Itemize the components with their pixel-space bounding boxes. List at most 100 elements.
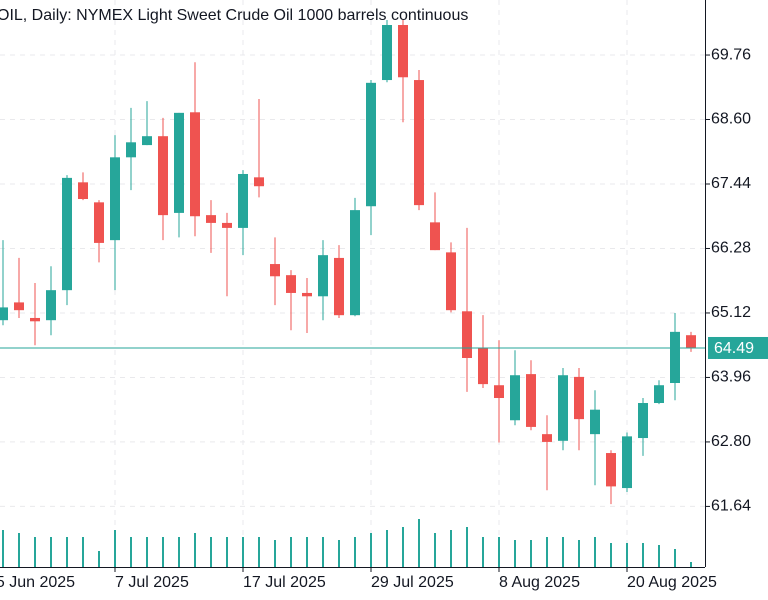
volume-bar [2, 530, 4, 567]
volume-bar [514, 540, 516, 567]
volume-bar [562, 537, 564, 567]
volume-bar [466, 527, 468, 567]
candle-body [238, 173, 248, 228]
y-tick-label: 65.12 [711, 304, 751, 321]
candle-body [110, 157, 120, 241]
chart-title: OIL, Daily: NYMEX Light Sweet Crude Oil … [0, 7, 468, 24]
candle-body [542, 434, 552, 442]
y-tick-label: 66.28 [711, 240, 751, 257]
y-tick-label: 62.80 [711, 433, 751, 450]
volume-bar [130, 537, 132, 567]
volume-bar [530, 540, 532, 567]
volume-bar [626, 543, 628, 567]
volume-bar [274, 540, 276, 567]
candle-body [638, 403, 648, 439]
volume-bar [82, 537, 84, 567]
volume-bar [50, 537, 52, 567]
candle-body [494, 385, 504, 399]
y-tick-label: 68.60 [711, 111, 751, 128]
candle-body [670, 331, 680, 384]
volume-bar [178, 537, 180, 567]
volume-bar [322, 537, 324, 567]
candle-body [78, 182, 88, 200]
candle-body [686, 335, 696, 348]
y-tick-label: 67.44 [711, 175, 751, 192]
candle-body [190, 112, 200, 217]
volume-bar [498, 537, 500, 567]
volume-bar [18, 533, 20, 567]
volume-bar [290, 537, 292, 567]
candle-body [254, 177, 264, 187]
volume-bar [114, 530, 116, 567]
volume-bar [194, 533, 196, 567]
candle-body [430, 222, 440, 251]
candle-body [526, 374, 536, 427]
volume-bar [658, 545, 660, 567]
candle-body [622, 436, 632, 489]
volume-bar [162, 537, 164, 567]
candle-body [318, 255, 328, 297]
volume-bar [306, 537, 308, 567]
candle-body [270, 264, 280, 277]
volume-bar [370, 533, 372, 567]
candle-body [302, 292, 312, 297]
volume-bar [210, 537, 212, 567]
volume-bar [226, 537, 228, 567]
candle-body [62, 177, 72, 291]
candle-body [94, 202, 104, 243]
candle-body [414, 80, 424, 206]
volume-bar [354, 537, 356, 567]
volume-bar [482, 537, 484, 567]
volume-bar [402, 527, 404, 567]
candle-body [126, 142, 136, 158]
last-price-label: 64.49 [714, 340, 754, 357]
candle-body [590, 409, 600, 435]
candle-body [462, 311, 472, 358]
volume-bar [386, 530, 388, 567]
candle-body [350, 210, 360, 316]
volume-bar [690, 562, 692, 567]
candle-body [574, 376, 584, 420]
candle-body [46, 290, 56, 321]
volume-bar [674, 549, 676, 567]
volume-bar [578, 540, 580, 567]
candle-body [158, 136, 168, 216]
volume-bar [610, 543, 612, 567]
candle-body [446, 252, 456, 311]
candle-body [398, 25, 408, 78]
y-tick-label: 61.64 [711, 498, 751, 515]
candle-body [654, 385, 664, 404]
candle-body [558, 375, 568, 441]
volume-bar [146, 537, 148, 567]
x-tick-label: 29 Jul 2025 [371, 574, 454, 591]
candle-body [222, 222, 232, 228]
volume-bar [338, 540, 340, 567]
last-price-box [708, 336, 768, 359]
candle-body [382, 25, 392, 81]
volume-bar [34, 537, 36, 567]
candle-body [366, 82, 376, 207]
candle-body [478, 347, 488, 385]
candle-body [334, 257, 344, 316]
candle-body [142, 136, 152, 146]
candle-body [510, 375, 520, 421]
volume-bar [258, 537, 260, 567]
x-tick-label: 7 Jul 2025 [115, 574, 189, 591]
candle-body [30, 317, 40, 322]
volume-bar [594, 537, 596, 567]
volume-bar [450, 530, 452, 567]
candle-body [0, 307, 8, 321]
y-tick-label: 63.96 [711, 369, 751, 386]
volume-bar [642, 543, 644, 567]
volume-bar [66, 537, 68, 567]
candle-body [14, 302, 24, 311]
x-tick-label: 25 Jun 2025 [0, 574, 75, 591]
x-tick-label: 17 Jul 2025 [243, 574, 326, 591]
candle-body [606, 453, 616, 487]
volume-bar [546, 537, 548, 567]
candle-body [286, 275, 296, 293]
candle-body [206, 215, 216, 223]
volume-bar [418, 519, 420, 567]
candle-body [174, 112, 184, 213]
